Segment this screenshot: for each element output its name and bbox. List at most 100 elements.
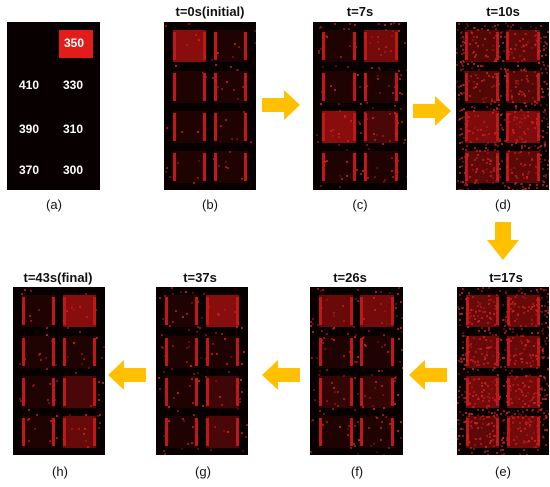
value-label: 310	[63, 122, 84, 136]
noise-speck	[502, 419, 505, 422]
noise-speck	[490, 99, 493, 102]
noise-speck	[492, 366, 495, 369]
noise-speck	[397, 328, 400, 331]
noise-speck	[521, 394, 524, 397]
noise-speck	[459, 428, 462, 431]
noise-speck	[487, 422, 490, 425]
noise-speck	[460, 306, 463, 309]
noise-speck	[391, 175, 394, 178]
noise-speck	[381, 345, 383, 348]
noise-speck	[210, 58, 213, 61]
noise-speck	[461, 188, 464, 190]
noise-speck	[494, 148, 497, 151]
noise-speck	[535, 38, 538, 41]
noise-speck	[515, 175, 518, 178]
noise-speck	[461, 36, 464, 39]
noise-speck	[535, 33, 538, 36]
noise-speck	[507, 151, 510, 154]
noise-speck	[488, 400, 490, 403]
sample-edge	[349, 297, 353, 326]
noise-speck	[474, 360, 477, 363]
noise-speck	[325, 36, 328, 39]
noise-speck	[197, 177, 200, 180]
noise-speck	[390, 22, 393, 25]
sample-edge	[165, 418, 169, 447]
noise-speck	[333, 312, 336, 314]
noise-speck	[534, 43, 537, 46]
noise-speck	[500, 67, 503, 70]
arrow-right-icon	[413, 96, 451, 126]
sample-edge	[243, 72, 247, 101]
noise-speck	[487, 299, 490, 302]
noise-speck	[521, 174, 524, 177]
panel-caption: (e)	[495, 464, 511, 479]
noise-speck	[67, 327, 70, 330]
noise-speck	[516, 139, 519, 142]
noise-speck	[500, 439, 503, 442]
noise-speck	[459, 410, 462, 413]
noise-speck	[470, 346, 473, 349]
noise-speck	[481, 427, 484, 430]
noise-speck	[97, 426, 100, 429]
noise-speck	[544, 54, 547, 57]
noise-speck	[481, 134, 484, 137]
noise-speck	[171, 320, 174, 323]
noise-speck	[544, 314, 547, 317]
sample-edge	[243, 32, 247, 61]
noise-speck	[461, 434, 464, 437]
noise-speck	[520, 108, 523, 111]
arrow-down-icon	[487, 222, 519, 260]
noise-speck	[483, 150, 486, 153]
noise-speck	[506, 401, 509, 404]
noise-speck	[507, 350, 510, 353]
noise-speck	[496, 312, 499, 315]
noise-speck	[530, 159, 533, 162]
noise-speck	[219, 124, 222, 127]
noise-speck	[543, 108, 546, 111]
noise-speck	[462, 116, 465, 119]
noise-speck	[333, 23, 336, 26]
noise-speck	[519, 430, 522, 433]
noise-speck	[466, 22, 469, 25]
noise-speck	[181, 315, 184, 318]
noise-speck	[457, 390, 460, 393]
noise-speck	[197, 326, 199, 329]
noise-speck	[545, 416, 548, 419]
noise-speck	[366, 84, 369, 87]
noise-speck	[521, 137, 524, 140]
noise-speck	[346, 433, 349, 436]
noise-speck	[544, 309, 547, 312]
noise-speck	[368, 426, 371, 429]
noise-speck	[349, 434, 352, 437]
noise-speck	[201, 72, 204, 75]
noise-speck	[164, 453, 167, 455]
noise-speck	[499, 31, 502, 34]
noise-speck	[464, 35, 467, 38]
noise-speck	[467, 413, 470, 416]
noise-speck	[357, 439, 360, 441]
noise-speck	[541, 88, 544, 91]
noise-speck	[480, 79, 483, 82]
noise-speck	[494, 399, 497, 402]
noise-speck	[224, 338, 227, 341]
noise-speck	[457, 449, 460, 452]
noise-speck	[509, 358, 512, 361]
noise-speck	[475, 82, 478, 85]
noise-speck	[197, 379, 200, 382]
noise-speck	[516, 313, 519, 316]
noise-speck	[547, 325, 549, 328]
noise-speck	[458, 434, 461, 437]
noise-speck	[398, 29, 401, 32]
noise-speck	[227, 167, 230, 170]
noise-speck	[501, 113, 504, 116]
noise-speck	[319, 289, 322, 292]
sample-edge	[496, 418, 500, 447]
noise-speck	[510, 397, 513, 400]
noise-speck	[221, 87, 224, 90]
noise-speck	[500, 366, 503, 369]
noise-speck	[465, 391, 468, 394]
noise-speck	[231, 55, 234, 58]
noise-speck	[321, 329, 324, 332]
noise-speck	[545, 113, 548, 116]
noise-speck	[45, 367, 48, 370]
